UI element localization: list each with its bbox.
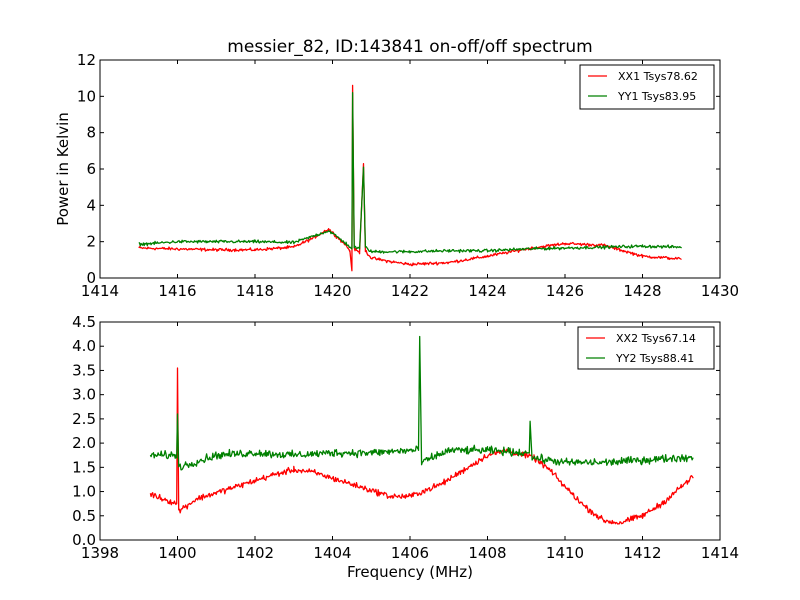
top-y-tick-label: 6 <box>86 160 96 178</box>
bottom-y-tick-label: 2.0 <box>72 434 96 452</box>
top-series-line-yy1 <box>138 92 682 254</box>
top-x-tick-label: 1414 <box>81 282 119 300</box>
bottom-x-tick-label: 1400 <box>158 544 196 562</box>
top-chart-title: messier_82, ID:143841 on-off/off spectru… <box>227 37 592 57</box>
top-y-tick-label: 8 <box>86 124 96 142</box>
top-x-tick-label: 1424 <box>468 282 506 300</box>
bottom-y-tick-label: 0.0 <box>72 531 96 549</box>
top-x-tick-label: 1418 <box>236 282 274 300</box>
bottom-y-tick-label: 0.5 <box>72 507 96 525</box>
bottom-x-tick-label: 1410 <box>546 544 584 562</box>
legend-label-yy2: YY2 Tsys88.41 <box>615 352 694 365</box>
bottom-y-tick-label: 1.5 <box>72 458 96 476</box>
bottom-series-line-xx2 <box>149 367 694 525</box>
top-x-tick-label: 1430 <box>701 282 739 300</box>
bottom-x-tick-label: 1398 <box>81 544 119 562</box>
legend-label-xx2: XX2 Tsys67.14 <box>616 332 696 345</box>
bottom-x-tick-label: 1406 <box>391 544 429 562</box>
bottom-legend-box <box>577 326 715 370</box>
top-ticks: 1414 1416 1418 1420 1422 1424 1426 1428 1430 0 2 4 6… <box>77 51 739 300</box>
top-y-tick-label: 10 <box>77 87 96 105</box>
bottom-legend: XX2 Tsys67.14 YY2 Tsys88.41 <box>577 326 715 370</box>
bottom-y-tick-label: 3.5 <box>72 361 96 379</box>
top-y-tick-label: 0 <box>86 269 96 287</box>
bottom-x-tick-label: 1412 <box>623 544 661 562</box>
bottom-y-tick-label: 2.5 <box>72 410 96 428</box>
bottom-series-line-yy2 <box>149 335 694 471</box>
bottom-y-tick-label: 3.0 <box>72 386 96 404</box>
top-legend-box <box>579 64 715 110</box>
bottom-x-axis-label: Frequency (MHz) <box>347 563 473 581</box>
top-y-axis-label: Power in Kelvin <box>54 112 72 226</box>
bottom-series-layer <box>149 335 694 525</box>
top-x-tick-label: 1416 <box>158 282 196 300</box>
top-x-tick-label: 1428 <box>623 282 661 300</box>
top-x-tick-label: 1422 <box>391 282 429 300</box>
bottom-x-tick-label: 1404 <box>313 544 351 562</box>
legend-label-xx1: XX1 Tsys78.62 <box>618 70 698 83</box>
bottom-x-tick-label: 1402 <box>236 544 274 562</box>
bottom-y-tick-label: 4.0 <box>72 337 96 355</box>
top-y-tick-label: 2 <box>86 233 96 251</box>
top-y-tick-label: 4 <box>86 196 96 214</box>
top-series-line-xx1 <box>138 84 682 272</box>
top-x-tick-label: 1426 <box>546 282 584 300</box>
bottom-subplot: 1398 1400 1402 1404 1406 1408 1410 1412 1414 0.0 0… <box>72 313 739 581</box>
bottom-y-tick-label: 1.0 <box>72 483 96 501</box>
legend-label-yy1: YY1 Tsys83.95 <box>617 90 696 103</box>
bottom-x-tick-label: 1414 <box>701 544 739 562</box>
bottom-y-tick-label: 4.5 <box>72 313 96 331</box>
top-subplot: messier_82, ID:143841 on-off/off spectru… <box>54 37 739 300</box>
bottom-ticks: 1398 1400 1402 1404 1406 1408 1410 1412 1414 0.0 0… <box>72 313 739 562</box>
bottom-x-tick-label: 1408 <box>468 544 506 562</box>
top-series-layer <box>138 84 682 272</box>
top-x-tick-label: 1420 <box>313 282 351 300</box>
top-y-tick-label: 12 <box>77 51 96 69</box>
top-legend: XX1 Tsys78.62 YY1 Tsys83.95 <box>579 64 715 110</box>
